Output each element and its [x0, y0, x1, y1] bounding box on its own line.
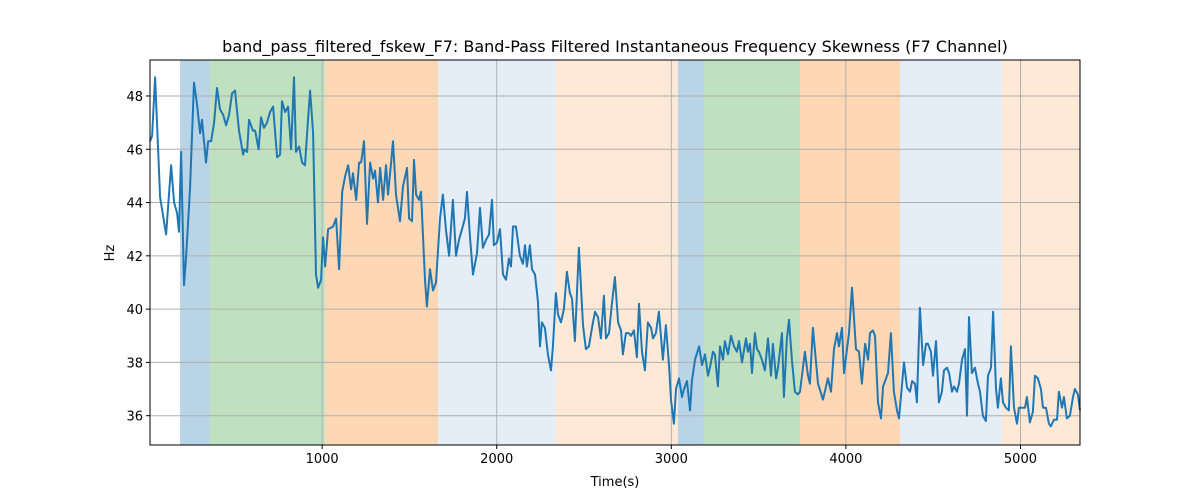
y-tick-label: 40: [126, 303, 143, 318]
x-tick-label: 4000: [829, 452, 862, 467]
x-tick-label: 5000: [1004, 452, 1037, 467]
y-axis-label: Hz: [103, 245, 118, 262]
y-tick-label: 48: [126, 90, 143, 105]
span-4: [555, 60, 678, 445]
y-tick-label: 44: [126, 197, 143, 212]
x-axis-label: Time(s): [590, 475, 640, 490]
span-1: [210, 60, 326, 445]
y-tick-label: 46: [126, 143, 143, 158]
y-tick-label: 42: [126, 250, 143, 265]
series: [149, 76, 1081, 428]
ticks: 1000 2000 3000 4000 5000 36 38 40 42 44 46 48: [126, 90, 1037, 467]
plot-frame: [149, 59, 1081, 446]
y-tick-label: 36: [126, 410, 143, 425]
x-tick-label: 2000: [480, 452, 513, 467]
chart-title: band_pass_filtered_fskew_F7: Band-Pass F…: [222, 37, 1008, 57]
x-tick-label: 3000: [655, 452, 688, 467]
x-tick-label: 1000: [306, 452, 339, 467]
y-tick-label: 38: [126, 356, 143, 371]
span-2: [325, 60, 439, 445]
series-line: [149, 76, 1081, 428]
span-9: [1001, 60, 1080, 445]
span-0: [180, 60, 211, 445]
span-7: [799, 60, 901, 445]
